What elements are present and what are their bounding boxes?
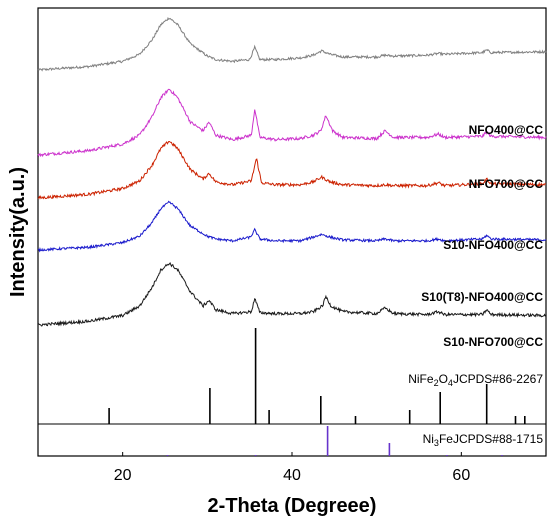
x-axis-ticks: 20 40 60 xyxy=(114,452,470,484)
series-curves xyxy=(37,16,547,327)
curve-s10-nfo700 xyxy=(38,262,547,327)
label-s10-nfo700: S10-NFO700@CC xyxy=(443,335,543,349)
plot-frame xyxy=(37,7,547,457)
label-nfo700: NFO700@CC xyxy=(469,177,544,191)
x-tick-label-20: 20 xyxy=(114,467,132,484)
reference-sticks xyxy=(108,328,526,456)
x-tick-label-60: 60 xyxy=(452,467,470,484)
label-nife2o4-reference: NiFe2O4JCPDS#86-2267 xyxy=(408,372,543,388)
label-nfo400: NFO400@CC xyxy=(469,123,544,137)
y-axis-title: Intensity(a.u.) xyxy=(7,167,29,297)
label-s10t8-nfo400: S10(T8)-NFO400@CC xyxy=(421,290,543,304)
x-tick-label-40: 40 xyxy=(283,467,301,484)
curve-s10-nfo400 xyxy=(37,140,546,200)
curve-s10t8-nfo400 xyxy=(37,200,547,253)
curve-nfo400 xyxy=(37,16,547,72)
label-ni3fe-reference: Ni3FeJCPDS#88-1715 xyxy=(423,432,544,448)
x-axis-title: 2-Theta (Degreee) xyxy=(208,495,377,517)
label-s10-nfo400: S10-NFO400@CC xyxy=(443,238,543,252)
curve-nfo700 xyxy=(37,88,547,158)
